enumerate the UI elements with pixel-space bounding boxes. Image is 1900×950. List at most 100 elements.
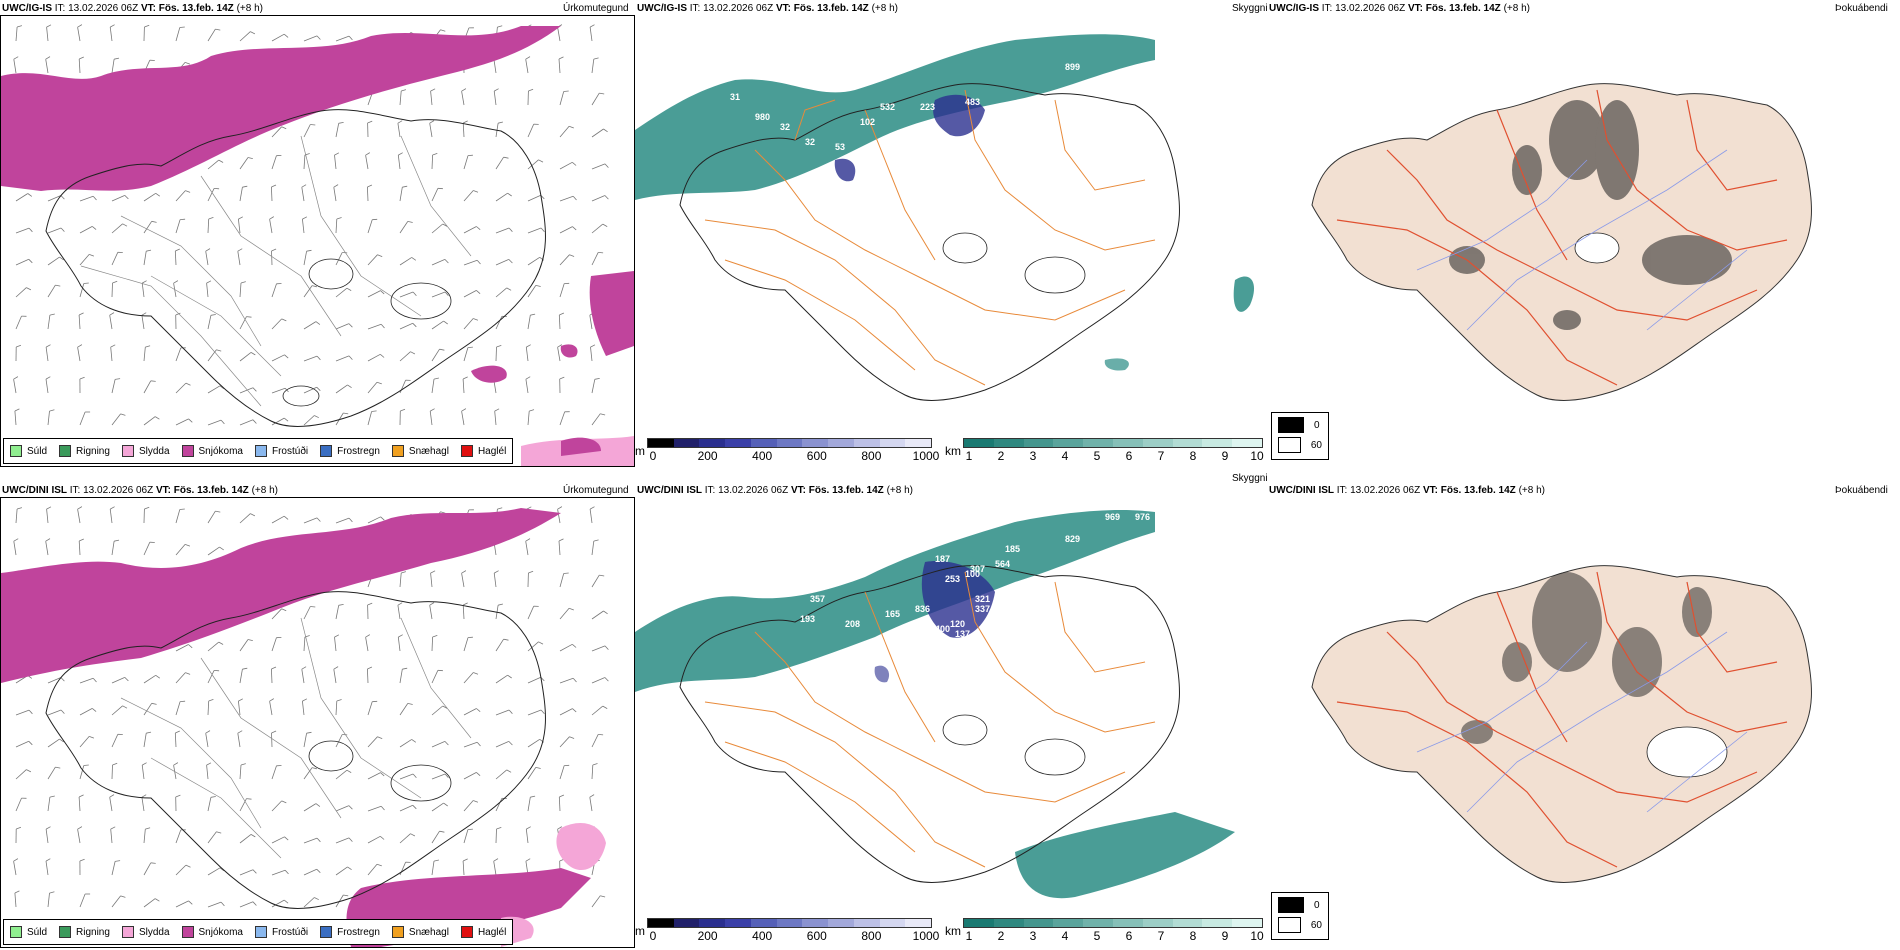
wind-barb-flag <box>109 794 115 798</box>
wind-barb-flag <box>281 608 287 612</box>
wind-barb-flag <box>315 803 321 807</box>
wind-barb-flag <box>572 708 577 713</box>
wind-barb-flag <box>216 831 222 834</box>
wind-barb-flag <box>433 859 439 862</box>
vt-value: Fös. 13.feb. 14Z <box>1425 3 1501 14</box>
wind-barb <box>591 379 596 394</box>
iceland-land <box>1311 565 1812 883</box>
wind-barb-flag <box>443 802 448 807</box>
snow-area <box>589 271 634 356</box>
wind-barb <box>271 250 273 266</box>
wind-barb-flag <box>26 769 32 773</box>
legend-label: Snæhagl <box>408 445 449 457</box>
wind-barb-flag <box>45 538 51 542</box>
legend-swatch <box>254 445 267 457</box>
wind-barb <box>367 411 372 426</box>
wind-barb <box>462 122 465 138</box>
wind-barb <box>175 701 181 716</box>
wind-barb <box>399 804 413 812</box>
wind-barb-flag <box>144 24 150 28</box>
wind-barb-flag <box>594 378 600 380</box>
wind-barb-flag <box>283 515 289 520</box>
wind-barb-flag <box>348 355 353 360</box>
wind-barb-flag <box>120 895 126 898</box>
wind-barb <box>207 28 216 42</box>
visibility-map-1[interactable]: 878 31 980 32 32 53 102 532 223 483 899 <box>635 20 1267 430</box>
wind-barb <box>111 861 116 876</box>
visibility-colorbar: km 1 2 3 4 5 6 7 8 9 10 <box>945 438 1264 463</box>
wind-barb-flag <box>247 157 253 159</box>
wind-barb-flag <box>589 24 595 28</box>
lead-offset: (+8 h) <box>871 3 898 14</box>
wind-barb-flag <box>530 313 536 316</box>
cloud-base-value: 899 <box>1065 62 1080 72</box>
wind-barb <box>77 829 81 844</box>
wind-barb-flag <box>476 708 481 713</box>
legend-swatch <box>181 445 194 457</box>
wind-barb-flag <box>402 667 408 670</box>
lead-offset: (+8 h) <box>1518 485 1545 496</box>
cloud-base-value: 976 <box>1135 512 1150 522</box>
wind-barb-flag <box>78 794 84 798</box>
wind-barb <box>239 419 254 426</box>
wind-barb <box>143 703 153 716</box>
wind-barb <box>271 318 282 330</box>
wind-barb-flag <box>377 736 383 739</box>
wind-barb <box>335 355 350 362</box>
wind-barb <box>463 190 474 202</box>
wind-barb <box>591 610 604 620</box>
colorbar-tick: 6 <box>1125 929 1133 943</box>
wind-barb-flag <box>240 763 246 766</box>
model-name: UWC/IG-IS <box>1269 3 1319 14</box>
wind-barb <box>143 347 146 362</box>
wind-barb-flag <box>600 895 606 898</box>
wind-barb-flag <box>589 506 595 510</box>
wind-barb <box>239 352 252 362</box>
wind-barb <box>111 282 113 298</box>
wind-barb <box>397 155 401 170</box>
cloud-base-value: 980 <box>755 112 770 122</box>
wind-barb-flag <box>467 346 473 348</box>
wind-barb <box>175 382 187 394</box>
legend-label: Frostúði <box>271 926 309 938</box>
cloud-base-colorbar: m 0 200 400 600 800 1000 <box>635 918 939 943</box>
wind-barb-flag <box>568 125 574 129</box>
wind-barb-flag <box>593 539 599 542</box>
wind-barb-flag <box>528 570 534 574</box>
wind-barb <box>591 252 599 266</box>
wind-barb <box>111 59 115 74</box>
vt-label: VT: <box>140 3 156 14</box>
legend-label: Frostregn <box>337 445 380 457</box>
low-visibility-area <box>635 34 1155 200</box>
wind-barb-flag <box>206 280 212 284</box>
wind-barb-flag <box>402 185 408 188</box>
precip-map-1[interactable]: Súld Rigning Slydda Snjókoma Frostúði Frostre… <box>0 15 635 467</box>
wind-barb-flag <box>78 312 84 316</box>
fog-map-1[interactable] <box>1267 30 1900 430</box>
colorbar-scale: 1 2 3 4 5 6 7 8 9 10 <box>963 438 1264 463</box>
wind-barb <box>559 283 565 298</box>
wind-barb-flag <box>530 795 536 798</box>
lead-offset: (+8 h) <box>251 485 278 496</box>
wind-barb-flag <box>525 56 531 60</box>
precip-map-2[interactable]: Súld Rigning Slydda Snjókoma Frostúði Frostre… <box>0 497 635 948</box>
legend-label: Haglél <box>477 926 507 938</box>
wind-barb-flag <box>60 227 65 232</box>
cloud-base-value: 187 <box>935 554 950 564</box>
wind-barb-flag <box>316 837 321 843</box>
cloud-base-value: 32 <box>805 137 815 147</box>
legend-item: Súld <box>10 445 47 457</box>
legend-item: Slydda <box>121 926 170 938</box>
legend-item: Rigning <box>59 445 110 457</box>
wind-barb <box>15 797 22 812</box>
wind-barb-flag <box>439 348 445 351</box>
wind-barb-flag <box>13 538 19 542</box>
wind-barb-flag <box>365 634 371 638</box>
wind-barb-flag <box>301 184 307 188</box>
fog-map-2[interactable] <box>1267 512 1900 912</box>
wind-barb-flag <box>461 570 467 574</box>
wind-barb <box>239 387 254 394</box>
fog-legend-label: 0 <box>1314 899 1320 911</box>
wind-barb <box>431 291 446 298</box>
